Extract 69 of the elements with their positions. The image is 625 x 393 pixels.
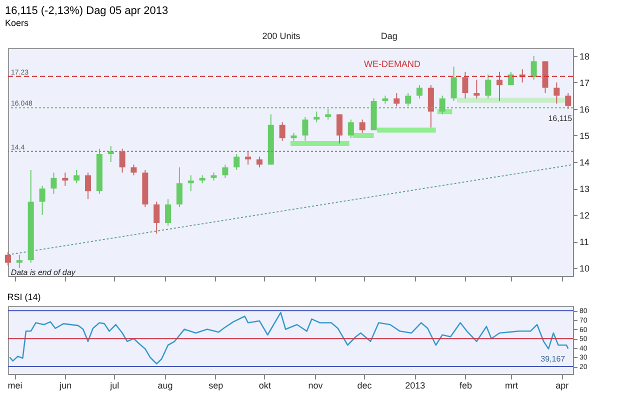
candlestick — [530, 55, 537, 80]
candlestick — [474, 79, 480, 99]
candlestick — [234, 154, 240, 170]
candlestick — [176, 166, 182, 208]
x-tick-label: apr — [556, 380, 569, 390]
x-tick-label: sep — [208, 380, 224, 390]
candlestick — [85, 172, 92, 200]
x-tick-label: mrt — [504, 380, 518, 390]
y-tick-label: 16 — [580, 104, 590, 114]
candlestick — [325, 108, 332, 120]
candlestick — [428, 84, 434, 128]
annotation: Data is end of day — [10, 268, 76, 277]
x-tick-label: okt — [258, 380, 272, 390]
y-tick-label: 15 — [580, 130, 590, 141]
annotation: 16,115 — [548, 114, 573, 123]
chart-subtitle: Koers — [5, 18, 30, 28]
x-tick-label: nov — [308, 380, 324, 390]
candlestick — [462, 71, 468, 99]
candlestick — [348, 119, 354, 139]
x-tick-label: aug — [158, 380, 173, 390]
candlestick — [74, 169, 80, 184]
x-tick-label: mei — [8, 380, 22, 390]
chart-title: RSI (14) — [7, 292, 41, 302]
candlestick — [188, 174, 194, 192]
y-tick-label: 13 — [580, 184, 590, 194]
candlestick — [222, 164, 228, 178]
y-tick-label: 11 — [580, 237, 589, 248]
candlestick — [314, 111, 320, 123]
x-tick-label: dec — [357, 380, 372, 390]
text: Dag — [380, 31, 398, 41]
y-tick-label: 17 — [580, 78, 590, 88]
candlestick — [154, 201, 160, 234]
candlestick — [16, 254, 22, 269]
candlestick — [50, 172, 57, 194]
candlestick — [439, 95, 446, 115]
candlestick — [245, 150, 252, 166]
candlestick — [119, 148, 126, 174]
candlestick — [130, 164, 137, 176]
y-tick-label: 12 — [580, 210, 590, 221]
candlestick — [450, 66, 457, 102]
candlestick — [554, 82, 560, 104]
y-tick-label: 10 — [580, 264, 590, 274]
y-tick-label: 14 — [580, 158, 590, 168]
x-tick-label: feb — [459, 380, 472, 390]
candlestick — [5, 252, 11, 266]
chart-title: 16,115 (-2,13%) Dag 05 apr 2013 — [5, 5, 168, 17]
candlestick — [165, 198, 172, 226]
candlestick — [394, 92, 400, 107]
candlestick — [279, 122, 286, 142]
candlestick — [496, 71, 503, 102]
candlestick — [416, 84, 423, 99]
candlestick — [359, 119, 366, 134]
x-tick-label: jun — [58, 380, 72, 390]
annotation: 39,167 — [540, 354, 566, 364]
candlestick — [508, 71, 514, 86]
x-tick-label: jul — [109, 380, 120, 390]
candlestick — [39, 185, 46, 216]
candlestick — [485, 74, 492, 99]
text: 200 Units — [262, 31, 301, 41]
annotation: WE-DEMAND — [364, 59, 421, 69]
candlestick — [405, 92, 412, 107]
y-tick-label: 18 — [580, 51, 590, 62]
candlestick — [62, 172, 68, 186]
candlestick — [336, 114, 342, 144]
x-tick-label: 2013 — [405, 380, 426, 390]
candlestick — [256, 156, 262, 168]
candlestick — [565, 92, 572, 110]
line-series — [8, 312, 569, 364]
candlestick — [302, 116, 308, 142]
